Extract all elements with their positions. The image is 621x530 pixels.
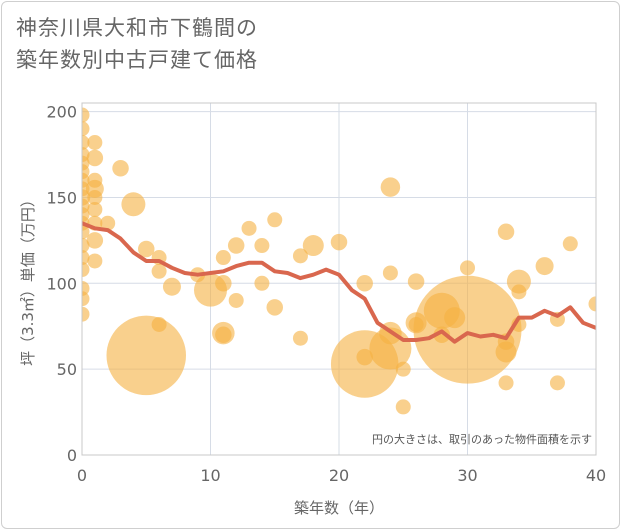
bubble-point <box>292 330 308 346</box>
bubble-point <box>87 253 103 269</box>
bubble-point <box>82 306 90 322</box>
x-tick-label: 20 <box>329 466 349 485</box>
bubble-point <box>395 399 411 415</box>
bubble-point <box>292 248 308 264</box>
y-axis-ticks: 0 50 100 150 200 <box>46 103 77 465</box>
bubble-point <box>100 215 116 231</box>
bubble-point <box>82 181 90 197</box>
bubble-point <box>228 292 244 308</box>
y-tick-label: 200 <box>46 103 77 122</box>
plot-border <box>81 102 597 456</box>
bubble-point <box>162 277 181 296</box>
bubble-point <box>511 284 527 300</box>
bubble-point <box>82 134 90 150</box>
bubble-point <box>562 236 578 252</box>
bubble-point <box>87 189 103 205</box>
bubble-point <box>588 296 596 312</box>
bubble-point <box>356 348 373 366</box>
bubble-point <box>254 275 270 291</box>
bubble-point <box>413 275 522 384</box>
x-tick-label: 40 <box>586 466 606 485</box>
bubble-point <box>254 238 270 254</box>
bubble-point <box>408 317 424 333</box>
y-tick-label: 100 <box>46 274 77 293</box>
bubble-point <box>444 307 466 329</box>
bubble-point <box>227 237 245 254</box>
chart-title-line-2: 築年数別中古戸建て価格 <box>16 48 258 72</box>
bubble-point <box>460 260 475 276</box>
bubble-point <box>382 265 398 281</box>
bubble-point <box>121 192 146 217</box>
bubble-point <box>535 257 554 276</box>
bubble-point <box>407 273 425 290</box>
bubble-point <box>87 201 103 217</box>
bubble-point <box>151 263 167 279</box>
bubble-point <box>215 326 232 344</box>
y-tick-label: 50 <box>57 360 77 379</box>
bubble-size-note: 円の大きさは、取引のあった物件面積を示す <box>372 432 592 446</box>
bubble-point <box>151 317 167 333</box>
bubble-point <box>356 275 373 292</box>
y-axis-title: 坪（3.3㎡）単価（万円） <box>19 192 37 366</box>
average-price-line <box>82 221 596 344</box>
bubble-point <box>215 250 231 266</box>
x-axis-title: 築年数（年） <box>294 499 384 517</box>
bubble-point <box>330 233 348 251</box>
chart-title: 神奈川県大和市下鶴間の 築年数別中古戸建て価格 <box>16 12 258 76</box>
x-tick-label: 0 <box>77 466 87 485</box>
bubble-point <box>215 275 232 292</box>
bubble-point <box>82 238 90 254</box>
bubble-point <box>82 107 90 123</box>
x-tick-label: 10 <box>200 466 220 485</box>
y-tick-label: 0 <box>67 446 77 465</box>
y-tick-label: 150 <box>46 188 77 207</box>
bubble-point <box>266 299 283 316</box>
bubble-point <box>82 291 90 307</box>
bubble-point <box>302 235 324 257</box>
bubble-point <box>82 262 90 278</box>
bubble-point <box>433 326 451 344</box>
bubble-point <box>82 224 90 240</box>
bubble-point <box>106 315 186 396</box>
bubble-point <box>86 149 104 167</box>
x-axis-ticks: 0 10 20 30 40 <box>77 466 606 485</box>
bubble-point <box>87 134 103 150</box>
trend-line-series <box>82 221 596 344</box>
bubble-point <box>87 172 103 188</box>
bubble-point <box>112 159 129 177</box>
bubble-point <box>380 177 401 197</box>
bubble-point <box>82 121 90 137</box>
bubble-point <box>497 223 515 241</box>
bubble-point <box>395 361 411 377</box>
bubble-point <box>86 232 104 249</box>
bubble-point <box>498 375 514 391</box>
bubble-point <box>549 375 565 391</box>
x-tick-label: 30 <box>457 466 477 485</box>
bubble-point <box>241 220 257 236</box>
chart-title-line-1: 神奈川県大和市下鶴間の <box>16 16 258 40</box>
bubble-point <box>138 240 155 258</box>
bubble-point <box>267 212 283 228</box>
